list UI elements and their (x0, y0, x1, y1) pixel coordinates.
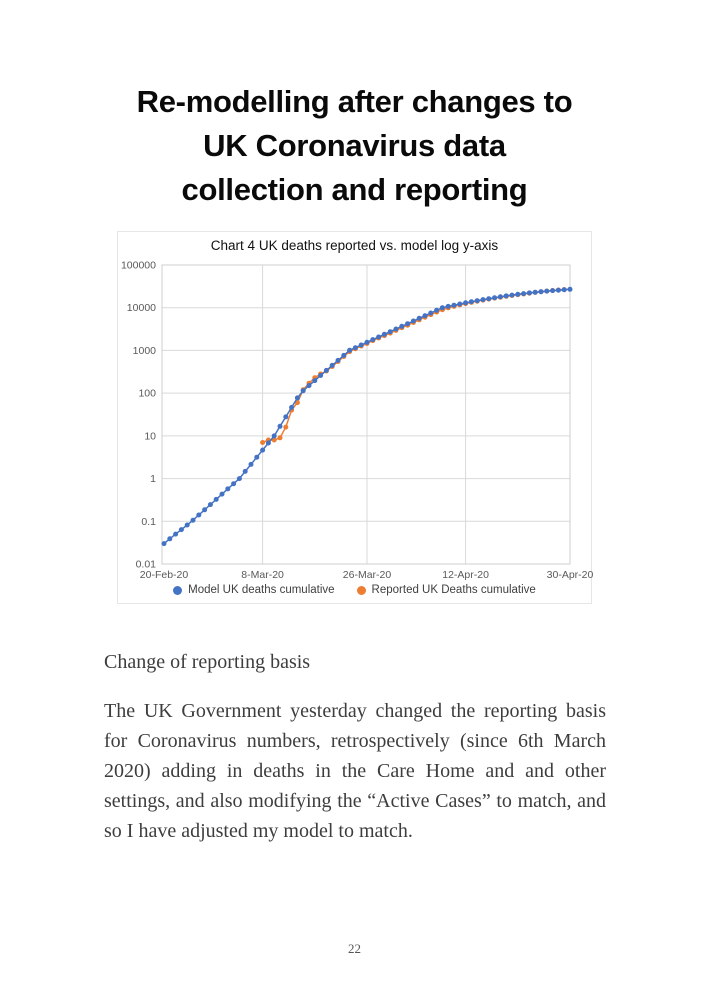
legend-item-reported: Reported UK Deaths cumulative (356, 584, 536, 596)
chart-figure: Chart 4 UK deaths reported vs. model log… (117, 231, 594, 604)
page-title: Re-modelling after changes to UK Coronav… (0, 80, 709, 212)
svg-text:0.1: 0.1 (141, 516, 156, 528)
page-number: 22 (348, 941, 361, 956)
svg-text:26-Mar-20: 26-Mar-20 (343, 569, 392, 581)
legend-label-reported: Reported UK Deaths cumulative (371, 584, 536, 596)
title-line-1: Re-modelling after changes to (136, 84, 573, 119)
body-paragraph: The UK Government yesterday changed the … (104, 700, 606, 842)
title-line-2: UK Coronavirus data (203, 128, 506, 163)
svg-text:1: 1 (150, 473, 156, 485)
svg-text:10000: 10000 (127, 302, 156, 314)
svg-text:10: 10 (144, 430, 156, 442)
svg-text:0.01: 0.01 (136, 559, 157, 571)
svg-text:1000: 1000 (133, 345, 157, 357)
svg-text:12-Apr-20: 12-Apr-20 (442, 569, 489, 581)
legend-label-model: Model UK deaths cumulative (188, 584, 335, 596)
legend-item-model: Model UK deaths cumulative (173, 584, 335, 596)
model-series-marker-icon (173, 585, 183, 595)
svg-text:100: 100 (138, 388, 156, 400)
svg-text:8-Mar-20: 8-Mar-20 (241, 569, 284, 581)
svg-text:100000: 100000 (121, 260, 156, 272)
reported-series-marker-icon (356, 585, 366, 595)
section-heading: Change of reporting basis (104, 651, 311, 673)
title-line-3: collection and reporting (181, 172, 528, 207)
svg-text:30-Apr-20: 30-Apr-20 (547, 569, 594, 581)
svg-text:20-Feb-20: 20-Feb-20 (140, 569, 189, 581)
chart-legend: Model UK deaths cumulative Reported UK D… (118, 584, 591, 596)
chart-title: Chart 4 UK deaths reported vs. model log… (210, 238, 499, 253)
